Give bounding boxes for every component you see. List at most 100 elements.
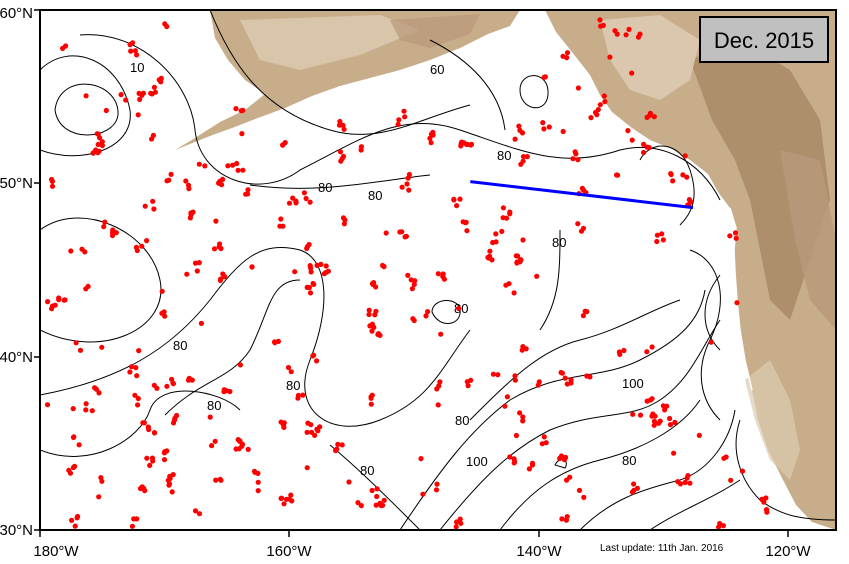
- float-marker: [62, 297, 68, 303]
- lon-tick-label: 120°W: [765, 543, 811, 560]
- float-marker: [368, 394, 374, 400]
- float-marker: [212, 438, 218, 444]
- float-marker: [667, 415, 673, 422]
- float-marker: [222, 274, 228, 280]
- float-marker: [651, 422, 657, 428]
- float-marker: [96, 148, 102, 154]
- float-marker: [644, 144, 650, 150]
- float-marker: [366, 307, 372, 313]
- float-marker: [437, 379, 443, 385]
- contour-label: 80: [552, 235, 566, 250]
- float-marker: [355, 500, 361, 506]
- float-marker: [402, 114, 408, 120]
- contour-label: 60: [430, 62, 444, 77]
- float-marker: [183, 178, 189, 184]
- float-marker: [281, 501, 287, 507]
- contour-label: 100: [466, 454, 488, 469]
- float-marker: [140, 420, 146, 426]
- float-marker: [167, 473, 173, 479]
- float-marker: [597, 17, 603, 23]
- float-marker: [192, 508, 199, 514]
- float-marker: [764, 509, 770, 515]
- float-marker: [630, 411, 636, 417]
- float-marker: [217, 476, 223, 482]
- float-marker: [76, 442, 82, 448]
- float-marker: [659, 231, 665, 237]
- float-marker: [668, 171, 674, 178]
- float-marker: [323, 269, 329, 276]
- contour-label: 80: [207, 398, 221, 413]
- float-marker: [341, 221, 347, 227]
- float-marker: [306, 241, 312, 248]
- float-marker: [672, 419, 678, 425]
- float-marker: [289, 498, 295, 504]
- float-marker: [278, 216, 284, 222]
- float-marker: [134, 373, 140, 379]
- float-marker: [651, 114, 657, 120]
- float-marker: [243, 191, 249, 197]
- float-marker: [99, 142, 105, 149]
- float-marker: [255, 470, 261, 476]
- float-marker: [129, 364, 135, 370]
- float-marker: [759, 496, 765, 502]
- float-marker: [135, 112, 141, 118]
- float-marker: [493, 231, 499, 237]
- float-marker: [541, 434, 547, 440]
- float-marker: [546, 124, 552, 130]
- float-marker: [518, 161, 524, 167]
- float-marker: [308, 269, 314, 275]
- float-marker: [435, 402, 441, 408]
- float-marker: [207, 414, 213, 420]
- float-marker: [295, 392, 301, 399]
- float-marker: [682, 153, 688, 159]
- float-marker: [374, 493, 380, 500]
- contour-label: 80: [368, 188, 382, 203]
- float-marker: [308, 265, 314, 271]
- float-marker: [134, 516, 140, 522]
- float-marker: [151, 206, 157, 212]
- float-marker: [70, 406, 76, 412]
- float-marker: [763, 495, 769, 501]
- float-marker: [383, 230, 389, 236]
- float-marker: [288, 369, 294, 375]
- float-marker: [507, 211, 513, 217]
- float-marker: [644, 349, 650, 355]
- float-marker: [438, 331, 444, 337]
- float-marker: [539, 441, 545, 447]
- float-marker: [575, 221, 581, 227]
- float-marker: [95, 141, 101, 148]
- float-marker: [303, 195, 309, 202]
- float-marker: [280, 142, 286, 148]
- float-marker: [293, 200, 299, 206]
- float-marker: [102, 219, 108, 225]
- float-marker: [323, 263, 329, 269]
- float-marker: [151, 84, 157, 90]
- float-marker: [654, 238, 660, 245]
- float-marker: [543, 440, 549, 446]
- float-marker: [395, 121, 401, 128]
- float-marker: [83, 93, 89, 99]
- float-marker: [637, 412, 644, 418]
- float-marker: [464, 228, 470, 234]
- float-marker: [660, 237, 667, 243]
- float-marker: [675, 479, 681, 485]
- float-marker: [60, 45, 66, 52]
- float-marker: [96, 494, 102, 500]
- float-marker: [140, 90, 146, 96]
- contour-label: 80: [173, 338, 187, 353]
- float-marker: [161, 450, 167, 456]
- date-label: Dec. 2015: [714, 28, 814, 53]
- float-marker: [147, 462, 153, 468]
- float-marker: [145, 424, 151, 430]
- float-marker: [240, 107, 246, 113]
- float-marker: [409, 286, 415, 292]
- float-marker: [687, 480, 693, 486]
- float-marker: [213, 477, 219, 483]
- float-marker: [734, 300, 740, 306]
- float-marker: [83, 286, 89, 292]
- float-marker: [396, 117, 402, 123]
- float-marker: [255, 479, 261, 485]
- float-marker: [82, 249, 88, 255]
- float-marker: [512, 377, 519, 383]
- float-marker: [189, 377, 195, 383]
